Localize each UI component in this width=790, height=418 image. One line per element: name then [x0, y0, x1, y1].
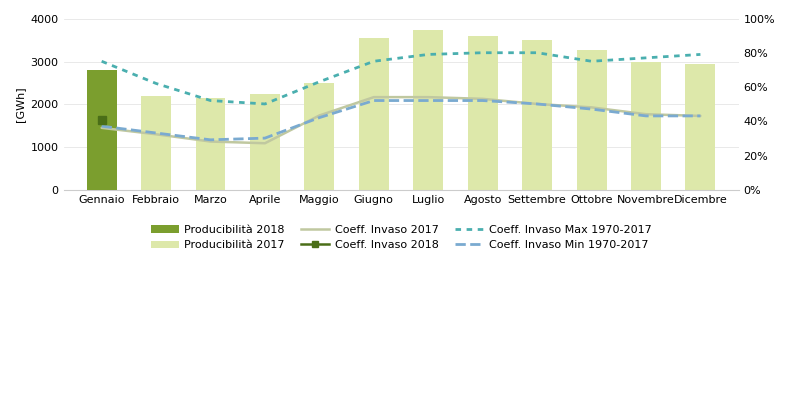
Bar	[522, 41, 552, 190]
Y-axis label: [GWh]: [GWh]	[15, 87, 25, 122]
Bar	[686, 64, 716, 190]
Bar	[87, 70, 117, 190]
Bar	[359, 38, 389, 190]
Bar	[631, 62, 661, 190]
Legend: Producibilità 2018, Producibilità 2017, Coeff. Invaso 2017, Coeff. Invaso 2018, : Producibilità 2018, Producibilità 2017, …	[145, 219, 656, 256]
Bar	[304, 83, 334, 190]
Bar	[250, 94, 280, 190]
Bar	[196, 98, 225, 190]
Bar	[577, 50, 607, 190]
Bar	[468, 36, 498, 190]
Bar	[141, 96, 171, 190]
Bar	[413, 30, 443, 190]
Bar	[87, 83, 117, 190]
